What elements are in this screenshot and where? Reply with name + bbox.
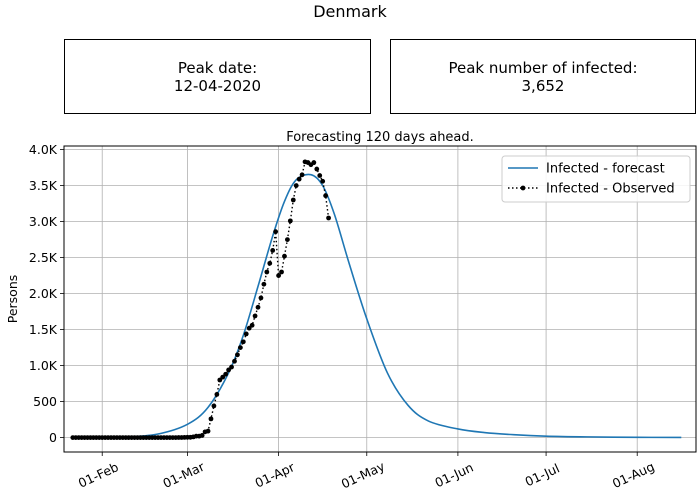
- x-tick-label: 01-Mar: [160, 458, 207, 491]
- y-tick-label: 0: [49, 430, 57, 445]
- legend-entry-label: Infected - Observed: [546, 182, 675, 197]
- observed-data-point: [270, 248, 276, 253]
- observed-data-point: [299, 172, 305, 178]
- observed-data-point: [223, 371, 229, 377]
- series-layer: [70, 159, 682, 440]
- observed-data-point: [226, 367, 232, 373]
- observed-data-point: [264, 269, 270, 275]
- observed-data-point: [252, 313, 258, 319]
- chart-title: Forecasting 120 days ahead.: [286, 130, 474, 145]
- observed-data-point: [240, 339, 246, 345]
- observed-data-point: [255, 304, 261, 310]
- observed-data-point: [282, 253, 287, 259]
- y-axis-label: Persons: [5, 275, 20, 324]
- observed-data-point: [220, 374, 226, 380]
- figure-title: Denmark: [313, 2, 387, 21]
- observed-data-point: [205, 428, 211, 434]
- x-tick-label: 01-Apr: [253, 459, 298, 491]
- x-tick-label: 01-May: [339, 458, 388, 491]
- y-tick-label: 2.5K: [29, 250, 58, 265]
- x-tick-label: 01-Jul: [523, 460, 562, 489]
- x-tick-label: 01-Jun: [432, 460, 475, 491]
- observed-data-point: [261, 281, 267, 287]
- observed-data-point: [211, 403, 217, 409]
- y-tick-label: 1.0K: [29, 358, 58, 373]
- y-tick-label: 4.0K: [29, 142, 58, 157]
- legend-frame: [501, 155, 691, 203]
- y-tick-label: 3.5K: [29, 178, 58, 193]
- observed-data-point: [243, 331, 249, 337]
- peak-date-box: Peak date: 12-04-2020: [64, 39, 371, 114]
- observed-data-point: [249, 322, 255, 328]
- observed-data-point: [217, 377, 223, 383]
- y-tick-label: 1.5K: [29, 322, 58, 337]
- observed-data-point: [214, 392, 220, 397]
- observed-data-point: [323, 193, 329, 199]
- observed-data-point: [208, 416, 214, 422]
- observed-data-point: [285, 237, 290, 243]
- peak-infected-label: Peak number of infected:: [448, 58, 638, 77]
- observed-data-point: [293, 183, 299, 189]
- observed-data-point: [311, 160, 317, 165]
- grid-layer: [64, 146, 696, 452]
- plot-frame: [63, 145, 697, 453]
- observed-data-point: [267, 260, 273, 266]
- observed-data-point: [258, 295, 264, 301]
- observed-data-point: [235, 352, 240, 358]
- observed-data-point: [287, 218, 293, 224]
- y-tick-label: 2.0K: [29, 286, 58, 301]
- peak-date-label: Peak date:: [177, 58, 258, 77]
- observed-data-point: [199, 433, 205, 438]
- observed-data-point: [314, 166, 320, 172]
- observed-data-point: [317, 173, 323, 178]
- observed-data-point: [296, 176, 302, 182]
- observed-data-point: [237, 345, 243, 350]
- y-tick-label: 500: [33, 394, 57, 409]
- peak-infected-value: 3,652: [521, 76, 565, 95]
- observed-data-point: [279, 269, 284, 275]
- x-tick-label: 01-Aug: [610, 459, 657, 491]
- peak-infected-box: Peak number of infected: 3,652: [390, 39, 696, 114]
- observed-data-point: [326, 215, 331, 221]
- observed-data-point: [320, 178, 326, 184]
- observed-series-line: [72, 160, 330, 439]
- observed-data-point: [246, 325, 252, 331]
- legend-entry-label: Infected - forecast: [546, 162, 665, 177]
- legend-observed-marker: [520, 185, 526, 191]
- forecast-series-line: [72, 173, 682, 439]
- observed-data-point: [276, 273, 281, 278]
- observed-data-point: [273, 229, 279, 235]
- legend: Infected - forecast Infected - Observed: [501, 155, 691, 203]
- y-tick-label: 3.0K: [29, 214, 58, 229]
- observed-data-point: [229, 364, 234, 370]
- peak-date-value: 12-04-2020: [173, 76, 262, 95]
- observed-data-point: [290, 197, 296, 203]
- observed-data-point: [232, 358, 237, 364]
- x-tick-label: 01-Feb: [76, 459, 121, 491]
